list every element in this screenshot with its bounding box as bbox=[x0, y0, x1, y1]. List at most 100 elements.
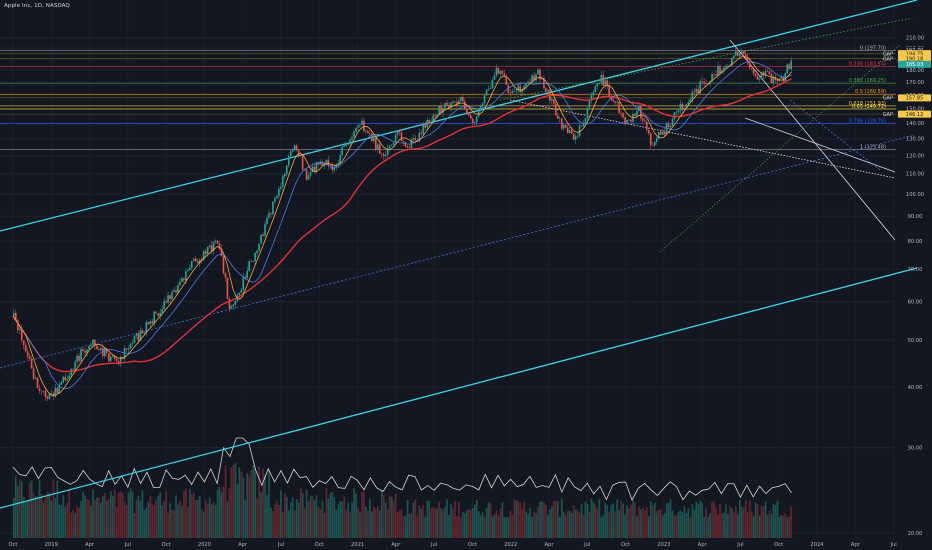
candle-body bbox=[406, 146, 409, 148]
volume-bar bbox=[647, 516, 650, 538]
candle-body bbox=[404, 142, 407, 147]
candle-body bbox=[541, 78, 543, 80]
x-axis-tick-label: Jul bbox=[889, 542, 896, 548]
volume-bar bbox=[333, 496, 336, 538]
candle-body bbox=[412, 138, 415, 140]
candle-body bbox=[14, 312, 17, 320]
volume-bar bbox=[22, 497, 25, 538]
candle-body bbox=[580, 125, 583, 127]
volume-bar bbox=[681, 512, 684, 538]
x-axis-tick-label: 2024 bbox=[810, 542, 824, 548]
volume-bar bbox=[96, 497, 98, 538]
candle-body bbox=[248, 261, 250, 271]
gap-price-tag-text: 146.12 bbox=[906, 112, 924, 118]
volume-bar bbox=[770, 514, 773, 538]
volume-bar bbox=[780, 515, 783, 538]
candle-body bbox=[483, 95, 486, 104]
volume-bar bbox=[254, 467, 257, 538]
candle-body bbox=[659, 131, 662, 135]
candle-body bbox=[376, 144, 379, 150]
candle-body bbox=[719, 66, 721, 74]
volume-bar bbox=[169, 503, 171, 538]
candle-body bbox=[521, 89, 523, 93]
x-axis-tick-label: 2022 bbox=[504, 542, 517, 548]
gap-price-tag-text: 190.18 bbox=[906, 56, 924, 62]
volume-bar bbox=[70, 512, 73, 538]
volume-bar bbox=[232, 464, 235, 538]
candle-body bbox=[626, 120, 628, 123]
volume-bar bbox=[359, 511, 361, 538]
y-axis-tick-label: 30.00 bbox=[908, 445, 923, 451]
candle-body bbox=[131, 342, 134, 345]
volume-bar bbox=[592, 501, 595, 538]
candle-body bbox=[711, 74, 713, 82]
y-axis-tick-label: 90.00 bbox=[908, 214, 923, 220]
candle-body bbox=[750, 67, 753, 69]
candle-body bbox=[157, 313, 160, 316]
volume-bar bbox=[677, 511, 680, 538]
volume-bar bbox=[240, 471, 243, 538]
candle-body bbox=[297, 150, 300, 156]
candle-body bbox=[78, 355, 80, 361]
candle-body bbox=[671, 118, 674, 126]
candle-body bbox=[699, 81, 701, 94]
candle-body bbox=[746, 57, 749, 62]
volume-bar bbox=[222, 486, 225, 538]
candle-body bbox=[299, 155, 302, 156]
candle-body bbox=[584, 118, 587, 124]
volume-bar bbox=[444, 506, 446, 538]
volume-bar bbox=[580, 503, 583, 538]
volume-bar bbox=[762, 506, 765, 538]
volume-bar bbox=[230, 466, 233, 538]
volume-bar bbox=[351, 502, 353, 538]
volume-bar bbox=[311, 495, 314, 538]
candle-body bbox=[329, 165, 332, 166]
volume-bar bbox=[602, 515, 605, 538]
volume-bar bbox=[325, 488, 328, 538]
y-axis-tick-label: 150.00 bbox=[906, 106, 924, 112]
gap-price-tag-box bbox=[898, 55, 931, 63]
volume-bar bbox=[319, 509, 322, 538]
candle-body bbox=[22, 340, 25, 346]
candle-body bbox=[371, 133, 373, 142]
candle-body bbox=[444, 102, 446, 108]
candle-body bbox=[109, 356, 112, 362]
candle-body bbox=[129, 344, 132, 349]
volume-bar bbox=[347, 503, 349, 538]
y-axis-tick-label: 100.00 bbox=[906, 192, 924, 198]
y-axis-tick-label: 60.00 bbox=[908, 299, 923, 305]
candle-body bbox=[507, 84, 510, 93]
candle-body bbox=[258, 243, 260, 251]
candle-body bbox=[353, 131, 355, 138]
volume-bar bbox=[141, 490, 144, 538]
candle-body bbox=[143, 333, 146, 334]
candle-body bbox=[768, 71, 771, 75]
candle-body bbox=[208, 245, 211, 247]
volume-bar bbox=[307, 501, 310, 538]
volume-bar bbox=[616, 499, 619, 538]
volume-bar bbox=[586, 503, 589, 538]
volume-bar bbox=[293, 510, 296, 538]
candle-body bbox=[414, 138, 417, 140]
volume-bar bbox=[671, 510, 674, 538]
volume-bar bbox=[596, 508, 599, 538]
candle-body bbox=[357, 125, 359, 128]
volume-bar bbox=[659, 509, 662, 538]
candle-body bbox=[313, 166, 316, 172]
volume-bar bbox=[481, 512, 484, 538]
volume-bar bbox=[14, 475, 17, 538]
candle-body bbox=[558, 118, 561, 120]
volume-bar bbox=[250, 469, 253, 538]
candle-body bbox=[665, 123, 668, 135]
volume-bar bbox=[556, 501, 559, 538]
volume-bar bbox=[105, 500, 108, 538]
volume-bar bbox=[303, 508, 306, 538]
volume-bar bbox=[157, 495, 160, 538]
volume-bar bbox=[283, 493, 286, 538]
candle-body bbox=[198, 259, 201, 263]
candle-body bbox=[733, 55, 735, 58]
candle-body bbox=[505, 76, 508, 85]
candle-body bbox=[384, 154, 387, 156]
candle-body bbox=[355, 127, 357, 132]
